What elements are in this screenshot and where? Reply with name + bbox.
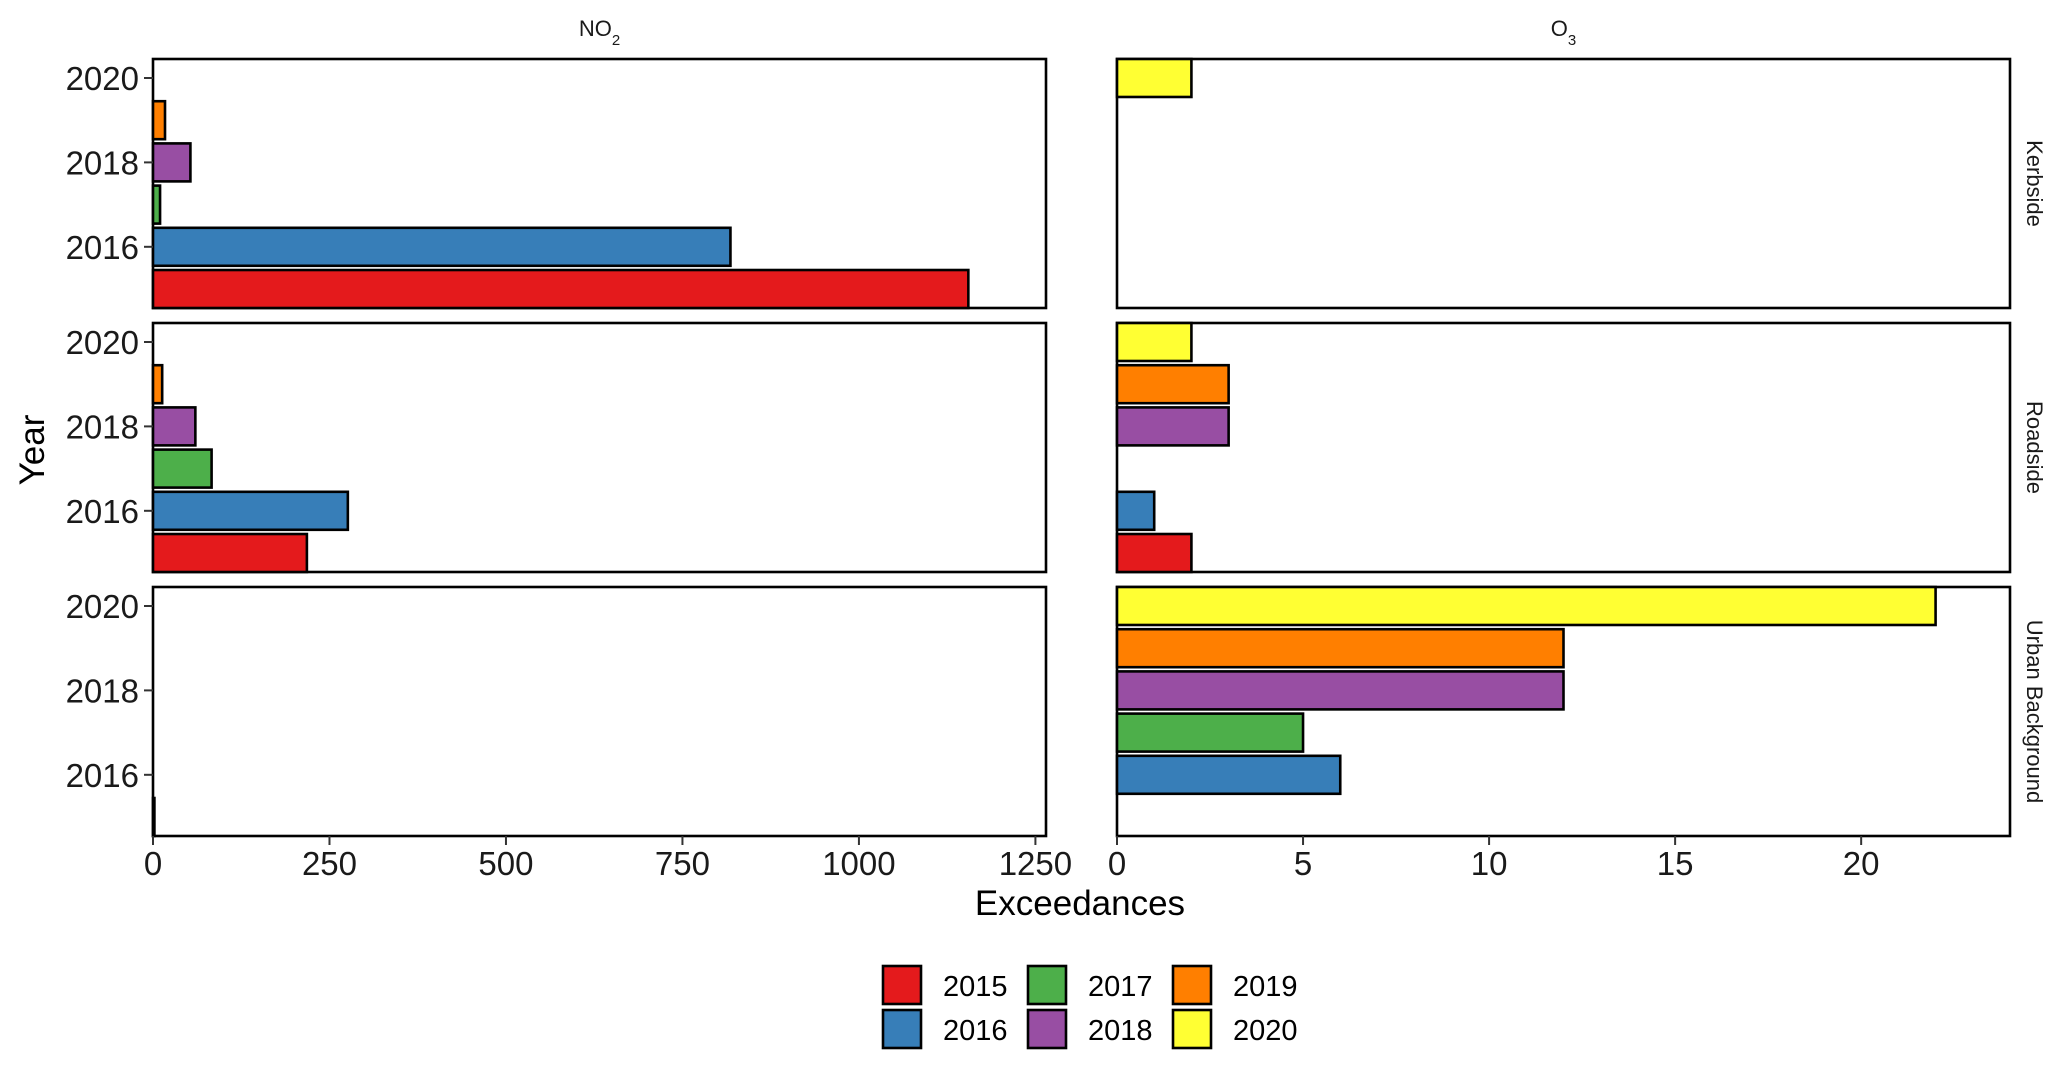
legend: 2015 2016 2017 2018 2019 2020 (881, 964, 1298, 1050)
x-tick-label: 250 (302, 845, 357, 882)
legend-key-2017 (1026, 964, 1068, 1006)
legend-label-2017: 2017 (1088, 971, 1153, 1003)
bar-o3-roadside-2015 (1115, 532, 1193, 574)
bar-o3-urban-background-2019 (1115, 627, 1565, 669)
bar-no2-roadside-2019 (151, 363, 164, 405)
column-strip-label: NO2 (579, 16, 620, 49)
x-tick-label: 1250 (999, 845, 1072, 882)
row-strip-label: Urban Background (2022, 620, 2047, 803)
x-tick-label: 1000 (822, 845, 895, 882)
y-tick-label: 2016 (66, 493, 139, 530)
x-tick-label: 0 (1108, 845, 1126, 882)
bar-o3-roadside-2019 (1115, 363, 1230, 405)
bar-no2-roadside-2018 (151, 406, 197, 447)
panel-o3-urban-background (1115, 585, 2012, 838)
x-tick-label: 15 (1657, 845, 1694, 882)
x-tick-label: 750 (655, 845, 710, 882)
panel-no2-urban-background (151, 585, 1048, 838)
bar-no2-urban-background-2015 (151, 796, 156, 838)
bar-o3-urban-background-2018 (1115, 670, 1565, 711)
bar-o3-urban-background-2017 (1115, 712, 1305, 753)
row-strip-label: Roadside (2022, 401, 2047, 494)
bar-no2-kerbside-2015 (151, 268, 970, 310)
legend-key-2020 (1171, 1008, 1213, 1050)
y-tick-label: 2018 (66, 672, 139, 709)
legend-label-2019: 2019 (1233, 971, 1298, 1003)
bar-o3-urban-background-2016 (1115, 754, 1342, 796)
x-axis-title: Exceedances (975, 884, 1185, 923)
x-tick-label: 10 (1471, 845, 1508, 882)
legend-label-2020: 2020 (1233, 1015, 1298, 1047)
axes: 2016 2018 2020 2016 2018 2020 2016 2018 2020 0 250… (66, 60, 1880, 882)
legend-label-2016: 2016 (943, 1015, 1008, 1047)
bar-o3-roadside-2016 (1115, 490, 1156, 532)
x-tick-label: 20 (1843, 845, 1880, 882)
bar-o3-roadside-2018 (1115, 406, 1230, 447)
panel-no2-kerbside (151, 57, 1048, 310)
bar-no2-kerbside-2016 (151, 226, 732, 268)
panel-no2-roadside (151, 321, 1048, 574)
x-tick-label: 500 (478, 845, 533, 882)
legend-key-2019 (1171, 964, 1213, 1006)
bar-no2-kerbside-2019 (151, 99, 167, 141)
bar-o3-kerbside-2020 (1115, 57, 1193, 99)
bar-no2-roadside-2017 (151, 448, 213, 489)
legend-label-2018: 2018 (1088, 1015, 1153, 1047)
x-tick-label: 5 (1294, 845, 1312, 882)
y-tick-label: 2016 (66, 757, 139, 794)
column-strip-label: O3 (1551, 16, 1576, 49)
y-tick-label: 2020 (66, 60, 139, 97)
bar-o3-urban-background-2020 (1115, 585, 1937, 627)
panels (151, 57, 2012, 838)
legend-key-2018 (1026, 1008, 1068, 1050)
y-tick-label: 2018 (66, 144, 139, 181)
panel-frame (151, 585, 1048, 838)
legend-label-2015: 2015 (943, 971, 1008, 1003)
y-tick-label: 2018 (66, 408, 139, 445)
panel-o3-roadside (1115, 321, 2012, 574)
bar-o3-roadside-2020 (1115, 321, 1193, 363)
legend-key-2015 (881, 964, 923, 1006)
y-tick-label: 2020 (66, 324, 139, 361)
panel-frame (1115, 57, 2012, 310)
bar-no2-roadside-2015 (151, 532, 309, 574)
panel-o3-kerbside (1115, 57, 2012, 310)
x-tick-label: 0 (144, 845, 162, 882)
bar-no2-roadside-2016 (151, 490, 350, 532)
panel-frame (1115, 321, 2012, 574)
legend-key-2016 (881, 1008, 923, 1050)
y-tick-label: 2020 (66, 588, 139, 625)
bar-no2-kerbside-2017 (151, 184, 162, 225)
bar-no2-kerbside-2018 (151, 142, 192, 183)
row-strip-label: Kerbside (2022, 140, 2047, 227)
y-tick-label: 2016 (66, 229, 139, 266)
y-axis-title: Year (13, 414, 52, 485)
